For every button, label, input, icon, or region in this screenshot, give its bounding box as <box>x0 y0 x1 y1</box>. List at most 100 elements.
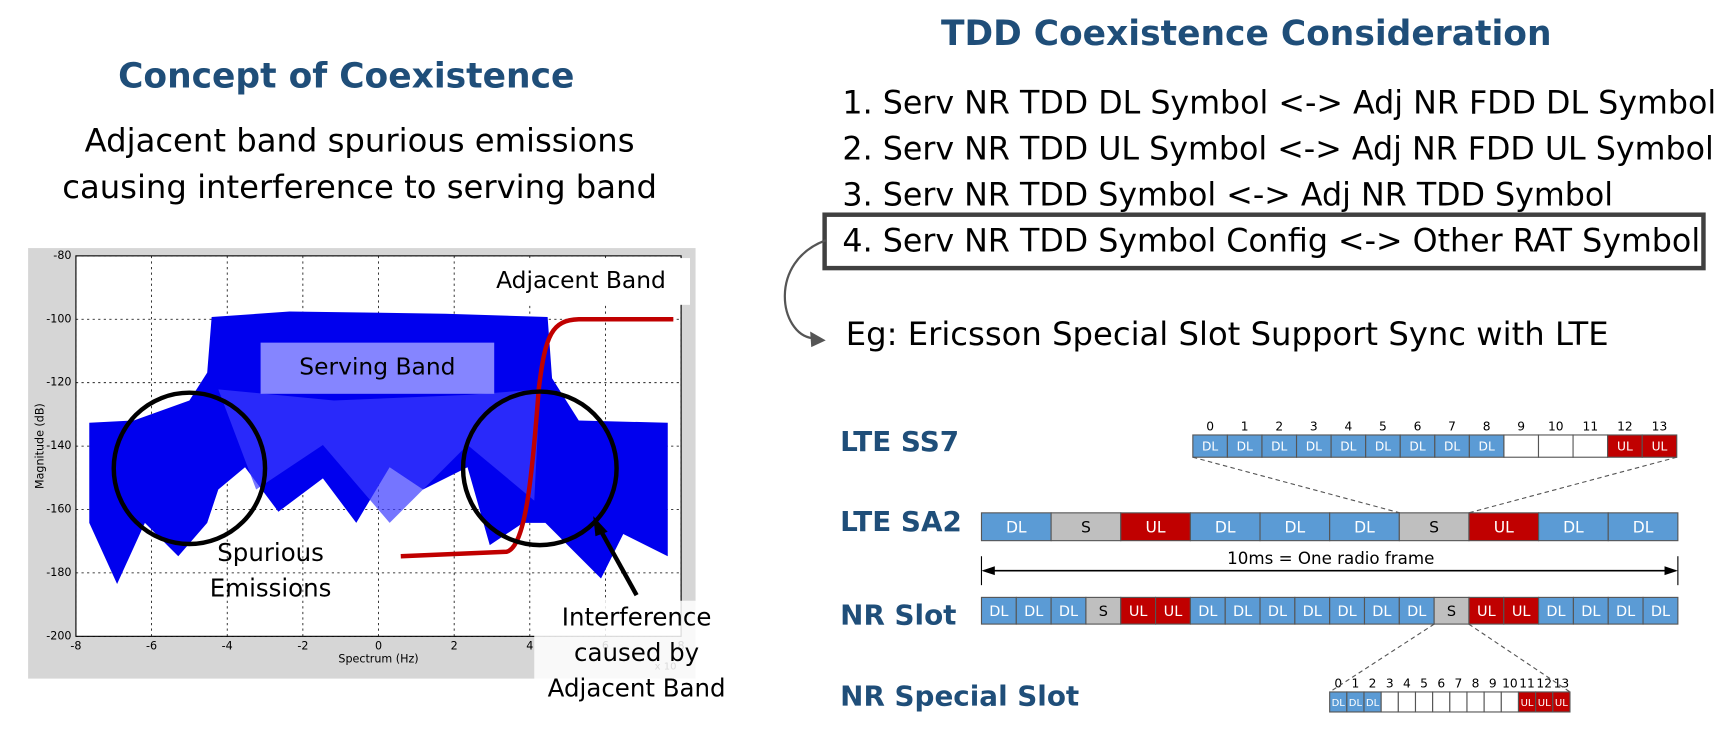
cell-label: DL <box>1059 604 1078 620</box>
cell <box>1466 691 1485 713</box>
cell <box>1607 596 1644 625</box>
cell-label: UL <box>1146 518 1166 536</box>
y-tick-label: -120 <box>46 376 71 389</box>
symbol-number: 6 <box>1437 677 1445 691</box>
example: Eg: Ericsson Special Slot Support Sync w… <box>846 315 1609 353</box>
cell <box>1294 596 1331 625</box>
cell <box>1050 596 1087 625</box>
dash <box>1468 623 1571 693</box>
cell-label: DL <box>1616 604 1635 620</box>
symbol-number: 10 <box>1548 420 1564 434</box>
cell-label: UL <box>1652 440 1668 454</box>
cell <box>980 596 1017 625</box>
symbol-number: 7 <box>1455 677 1463 691</box>
y-tick-label: -100 <box>46 312 71 325</box>
cell-label: UL <box>1617 440 1633 454</box>
arrow-head <box>810 331 826 348</box>
cell-label: DL <box>1372 604 1391 620</box>
pointer-head <box>593 516 608 537</box>
symbol-number: 3 <box>1386 677 1394 691</box>
list-item: 1. Serv NR TDD DL Symbol <-> Adj NR FDD … <box>842 86 1716 122</box>
y-tick-label: -200 <box>46 629 71 642</box>
symbol-number: 0 <box>1334 677 1342 691</box>
cell-label: DL <box>1581 604 1600 620</box>
cell <box>1398 512 1470 542</box>
cell-label: DL <box>1479 440 1495 454</box>
y-tick-label: -160 <box>46 503 71 516</box>
cell-label: DL <box>1024 604 1043 620</box>
cell-label: DL <box>1306 440 1322 454</box>
arrow-head <box>1664 566 1678 576</box>
cell-label: UL <box>1512 604 1531 620</box>
cell-label: DL <box>1407 604 1426 620</box>
cell-label: UL <box>1538 698 1551 709</box>
row-label: LTE SS7 <box>840 425 959 458</box>
x-tick-label: -6 <box>146 639 157 652</box>
symbol-number: 4 <box>1403 677 1411 691</box>
symbol-number: 8 <box>1483 420 1491 434</box>
cell-label: DL <box>1332 698 1346 709</box>
symbol-number: 2 <box>1369 677 1377 691</box>
cell <box>1607 512 1679 542</box>
y-tick-label: -140 <box>46 439 71 452</box>
cell-label: DL <box>1366 698 1380 709</box>
x-tick-label: -4 <box>222 639 233 652</box>
cell-label: UL <box>1164 604 1183 620</box>
label-bg <box>1229 549 1430 570</box>
adjacent-label: Adjacent Band <box>496 266 666 294</box>
frames: LTE SS7 DL DL DL DL DL DL DL DL DL UL UL0 1 2 3 4 5 6 7 8 9 1… <box>840 420 1679 713</box>
cell <box>1224 596 1261 625</box>
cell-label: DL <box>1444 440 1460 454</box>
cell <box>1449 691 1468 713</box>
row-label: NR Special Slot <box>840 680 1079 713</box>
cell <box>1259 512 1331 542</box>
y-tick-label: -180 <box>46 566 71 579</box>
row-label: NR Slot <box>840 598 956 631</box>
symbol-number: 12 <box>1617 420 1633 434</box>
x-tick-label: 4 <box>526 639 533 652</box>
cell <box>1397 691 1417 713</box>
x-axis-label: Spectrum (Hz) <box>338 653 418 666</box>
y-axis-label: Magnitude (dB) <box>33 403 46 489</box>
symbol-number: 12 <box>1536 677 1552 691</box>
cell-label: UL <box>1494 518 1514 536</box>
symbol-number: 2 <box>1275 420 1283 434</box>
cell <box>1398 596 1435 625</box>
cell-label: DL <box>1354 518 1375 536</box>
symbol-number: 9 <box>1489 677 1497 691</box>
cell <box>1500 691 1520 713</box>
cell <box>1432 691 1451 713</box>
cell <box>1363 596 1400 625</box>
cell-label: UL <box>1555 698 1568 709</box>
cell-label: UL <box>1477 604 1496 620</box>
cell <box>1503 596 1540 625</box>
cell-label: DL <box>1409 440 1425 454</box>
cell <box>1189 596 1226 625</box>
cell-label: S <box>1099 604 1108 620</box>
symbol-number: 1 <box>1352 677 1360 691</box>
cell <box>1642 596 1679 625</box>
symbol-number: 1 <box>1241 420 1249 434</box>
symbol-number: 10 <box>1502 677 1518 691</box>
pointer <box>595 524 639 597</box>
cell-label: UL <box>1129 604 1148 620</box>
symbol-number: 7 <box>1448 420 1456 434</box>
symbol-number: 8 <box>1472 677 1480 691</box>
symbol-number: 13 <box>1554 677 1570 691</box>
cell <box>1538 596 1574 625</box>
cell <box>1468 596 1505 625</box>
cell-label: DL <box>1006 518 1027 536</box>
list-item: 3. Serv NR TDD Symbol <-> Adj NR TDD Sym… <box>842 177 1613 213</box>
cell <box>1085 596 1122 625</box>
cell-label: DL <box>1563 518 1584 536</box>
cell-label: DL <box>989 604 1008 620</box>
symbol-number: 4 <box>1344 420 1352 434</box>
symbol-number: 11 <box>1583 420 1599 434</box>
cell <box>1050 512 1122 542</box>
x-tick-label: 2 <box>451 639 458 652</box>
cell <box>1329 512 1400 542</box>
cell-label: DL <box>1202 440 1218 454</box>
cell-label: DL <box>1271 440 1287 454</box>
serving-box <box>260 342 495 394</box>
